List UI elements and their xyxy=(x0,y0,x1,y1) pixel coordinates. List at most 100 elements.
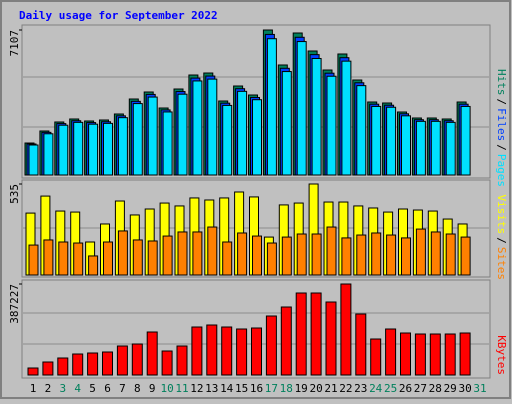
legend: Hits / Files / Pages xyxy=(495,69,508,187)
bar xyxy=(355,313,367,376)
x-tick-label: 22 xyxy=(339,382,352,395)
x-tick-label: 30 xyxy=(458,382,471,395)
x-tick-label: 11 xyxy=(175,382,188,395)
legend-entry: Pages xyxy=(495,154,508,187)
bar xyxy=(206,324,218,376)
bar xyxy=(28,244,39,276)
x-tick-label: 27 xyxy=(414,382,427,395)
x-tick-label: 17 xyxy=(265,382,278,395)
x-tick-label: 10 xyxy=(160,382,173,395)
bar xyxy=(415,228,426,276)
bar xyxy=(177,93,188,176)
bar xyxy=(192,80,203,176)
bar xyxy=(251,327,262,376)
bar xyxy=(73,121,84,176)
bar xyxy=(385,328,397,376)
legend-entry: Visits xyxy=(495,195,508,235)
y-tick-label: 7107 xyxy=(8,30,21,57)
x-tick-label: 1 xyxy=(30,382,37,395)
x-tick-label: 18 xyxy=(280,382,293,395)
bar xyxy=(296,233,307,276)
bar xyxy=(445,233,456,276)
legend-entry: Sites xyxy=(495,247,508,280)
bar xyxy=(326,75,337,176)
bar xyxy=(161,350,173,376)
y-tick-label: 387227 xyxy=(8,284,21,324)
bar xyxy=(103,241,113,276)
bar xyxy=(43,133,54,176)
legend-separator: / xyxy=(495,99,508,106)
bar xyxy=(356,85,367,176)
legend: Visits / Sites xyxy=(495,195,508,281)
bar xyxy=(460,105,471,176)
x-tick-label: 28 xyxy=(429,382,442,395)
bar xyxy=(88,123,99,176)
legend-entry: Files xyxy=(495,108,508,141)
legend-entry: KBytes xyxy=(495,335,508,375)
x-tick-label: 20 xyxy=(309,382,322,395)
bar xyxy=(459,332,471,376)
bar xyxy=(265,315,277,376)
bar xyxy=(341,237,352,276)
x-tick-label: 31 xyxy=(473,382,486,395)
bar xyxy=(281,71,292,176)
bar xyxy=(311,58,322,176)
bar xyxy=(132,239,143,276)
x-tick-label: 29 xyxy=(444,382,457,395)
bar xyxy=(414,333,426,376)
bar xyxy=(237,90,248,176)
bar xyxy=(266,242,277,276)
bar xyxy=(42,361,54,376)
x-tick-label: 7 xyxy=(119,382,126,395)
y-tick-label: 535 xyxy=(8,184,21,204)
bar xyxy=(340,283,352,376)
x-tick-label: 21 xyxy=(324,382,337,395)
bar xyxy=(192,231,203,276)
bar xyxy=(311,233,322,276)
bar xyxy=(87,352,99,376)
bar xyxy=(43,239,54,276)
bar xyxy=(117,230,128,276)
x-tick-label: 4 xyxy=(74,382,81,395)
x-tick-label: 24 xyxy=(369,382,383,395)
x-tick-label: 8 xyxy=(134,382,141,395)
bar xyxy=(280,306,292,376)
x-tick-label: 25 xyxy=(384,382,397,395)
x-tick-label: 15 xyxy=(235,382,248,395)
bar xyxy=(58,241,69,276)
bar xyxy=(370,338,382,376)
legend-separator: / xyxy=(495,144,508,151)
bar xyxy=(430,120,441,176)
bar xyxy=(177,231,188,276)
x-tick-label: 12 xyxy=(190,382,203,395)
bar xyxy=(207,78,218,176)
bar xyxy=(103,122,113,176)
bar xyxy=(222,241,233,276)
bar xyxy=(236,328,248,376)
bar xyxy=(430,231,441,276)
x-tick-label: 13 xyxy=(205,382,218,395)
legend: KBytes xyxy=(495,335,508,375)
bar xyxy=(460,236,471,276)
bar xyxy=(296,41,307,176)
bar xyxy=(146,331,158,376)
bar xyxy=(117,117,128,176)
bar xyxy=(222,104,233,176)
bar xyxy=(28,144,39,176)
bar xyxy=(325,301,337,376)
legend-separator: / xyxy=(495,237,508,244)
bar xyxy=(162,111,173,176)
bar xyxy=(415,120,426,176)
bar xyxy=(371,232,382,276)
bar xyxy=(266,38,277,176)
x-tick-label: 9 xyxy=(149,382,156,395)
bar xyxy=(57,357,69,376)
bar xyxy=(72,353,84,376)
bar xyxy=(401,237,411,276)
bar xyxy=(386,106,397,176)
bar xyxy=(341,60,352,176)
x-tick-label: 5 xyxy=(89,382,96,395)
bar xyxy=(429,333,441,376)
